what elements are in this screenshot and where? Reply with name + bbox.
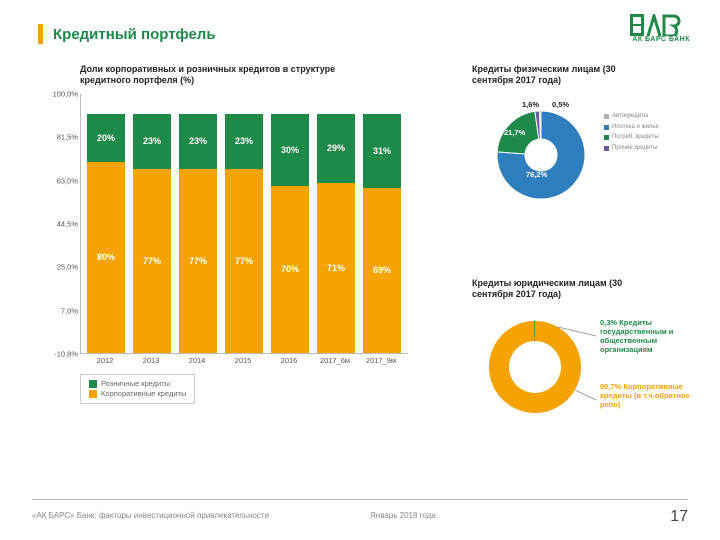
- bar-seg-corporate: 71%: [317, 183, 355, 353]
- bar-label: 77%: [143, 256, 161, 266]
- bar-seg-retail: 23%: [225, 114, 263, 169]
- bar-label: 30%: [281, 145, 299, 155]
- donut-legend-item: Потреб. кредиты: [604, 133, 694, 142]
- title-accent-bar: [38, 24, 43, 44]
- donut-legend-item: Ипотека и жилье: [604, 123, 694, 132]
- donut-corporate: 0,3% Кредиты государственным и обществен…: [480, 312, 704, 462]
- legend-item: Розничные кредиты: [89, 379, 186, 389]
- bar-label: 69%: [373, 265, 391, 275]
- bar-seg-corporate: 77%: [179, 169, 217, 353]
- bar-seg-corporate: 80%: [87, 162, 125, 353]
- y-axis-tick: 63,0%: [57, 176, 78, 185]
- donut-slice-label: 76,2%: [526, 170, 547, 179]
- bar-label: 77%: [189, 256, 207, 266]
- y-axis-tick: 100,0%: [53, 90, 78, 99]
- bar-label: 29%: [327, 143, 345, 153]
- bar-column: 29% 71%: [317, 114, 355, 353]
- donut-slice-label: 1,6%: [522, 100, 539, 109]
- bar-seg-corporate: 70%: [271, 186, 309, 353]
- page-number: 17: [670, 508, 688, 526]
- bar-column: 30% 70%: [271, 114, 309, 353]
- subheading-donut-individuals: Кредиты физическим лицам (30 сентября 20…: [472, 64, 652, 87]
- bar-legend: Розничные кредитыКорпоративные кредиты: [80, 374, 195, 404]
- footer-divider: [32, 499, 688, 500]
- y-axis-tick: 7,0%: [61, 306, 78, 315]
- bar-label: 80%: [97, 252, 115, 262]
- bar-label: 77%: [235, 256, 253, 266]
- donut-slice-label: 0,5%: [552, 100, 569, 109]
- bar-column: 23% 77%: [179, 114, 217, 353]
- bar-seg-retail: 29%: [317, 114, 355, 183]
- bar-seg-retail: 23%: [133, 114, 171, 169]
- y-axis-tick: 81,5%: [57, 133, 78, 142]
- bar-seg-retail: 20%: [87, 114, 125, 162]
- x-axis-label: 2014: [178, 356, 216, 365]
- y-axis-tick: 44,5%: [57, 220, 78, 229]
- x-axis-label: 2012: [86, 356, 124, 365]
- bar-label: 31%: [373, 146, 391, 156]
- bar-seg-retail: 30%: [271, 114, 309, 186]
- subheading-bar-chart: Доли корпоративных и розничных кредитов …: [80, 64, 350, 87]
- bar-label: 23%: [143, 136, 161, 146]
- x-axis-label: 2017_6м: [316, 356, 354, 365]
- bar-seg-retail: 31%: [363, 114, 401, 188]
- donut-legend-item: Автокредиты: [604, 112, 694, 121]
- legend-item: Корпоративные кредиты: [89, 389, 186, 399]
- x-axis-label: 2015: [224, 356, 262, 365]
- footer-date: Январь 2018 года: [370, 511, 436, 520]
- bar-label: 23%: [235, 136, 253, 146]
- y-axis-tick: -10,8%: [54, 350, 78, 359]
- bar-label: 20%: [97, 133, 115, 143]
- bar-label: 23%: [189, 136, 207, 146]
- x-axis-label: 2017_9м: [362, 356, 400, 365]
- bar-column: 31% 69%: [363, 114, 401, 353]
- bar-seg-corporate: 77%: [225, 169, 263, 353]
- subheading-donut-corporate: Кредиты юридическим лицам (30 сентября 2…: [472, 278, 652, 301]
- bar-seg-retail: 23%: [179, 114, 217, 169]
- x-axis-label: 2013: [132, 356, 170, 365]
- bar-column: 23% 77%: [133, 114, 171, 353]
- x-axis-label: 2016: [270, 356, 308, 365]
- brand-logo: АК БАРС БАНК: [630, 14, 690, 43]
- bar-label: 70%: [281, 264, 299, 274]
- donut-individuals: Автокредиты Ипотека и жильеПотреб. кредит…: [486, 100, 696, 240]
- bar-column: 23% 77%: [225, 114, 263, 353]
- logo-text: АК БАРС БАНК: [630, 36, 690, 43]
- footer-left-text: «АК БАРС» Банк: факторы инвестиционной п…: [32, 511, 269, 520]
- bar-seg-corporate: 69%: [363, 188, 401, 353]
- y-axis-tick: 25,0%: [57, 263, 78, 272]
- bar-column: 20% 80%: [87, 114, 125, 353]
- bar-seg-corporate: 77%: [133, 169, 171, 353]
- donut-legend-item: Прочие кредиты: [604, 144, 694, 153]
- donut-slice-label: 21,7%: [504, 128, 525, 137]
- stacked-bar-chart: -10,8%7,0%25,0%44,5%63,0%81,5%100,0% 20%…: [42, 94, 412, 394]
- page-title: Кредитный портфель: [53, 26, 216, 43]
- bar-label: 71%: [327, 263, 345, 273]
